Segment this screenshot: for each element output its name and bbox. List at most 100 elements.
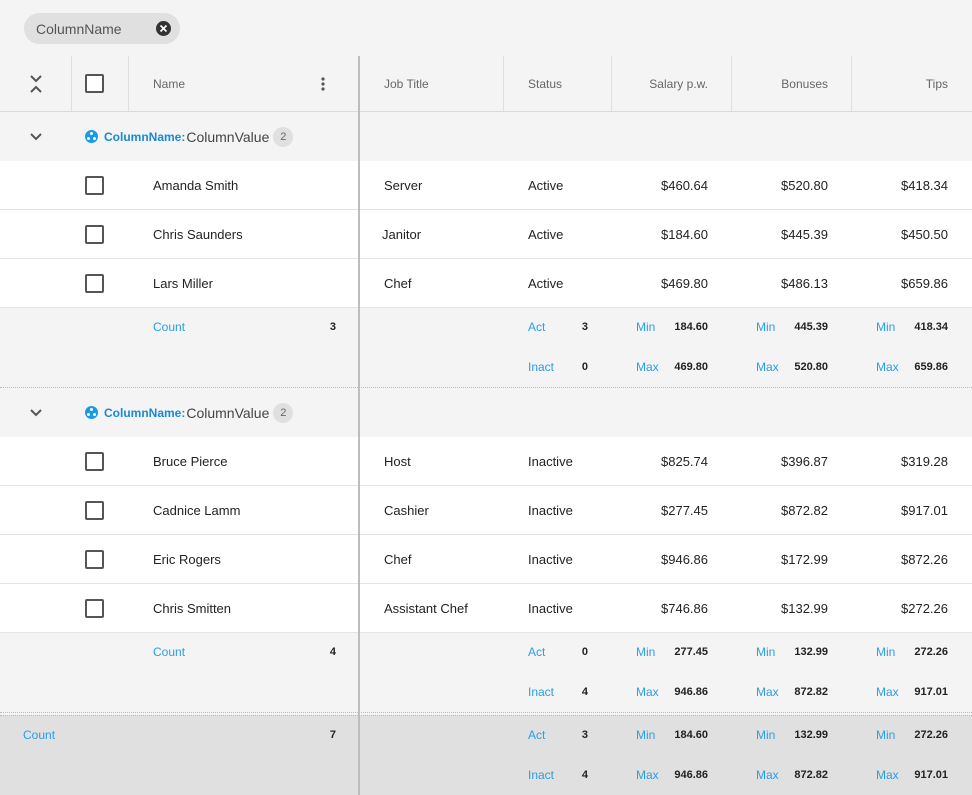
- cell-job-title: Host: [384, 453, 411, 469]
- summary-count-value: 4: [329, 646, 336, 658]
- summary-bonuses-max-label: Max: [756, 768, 779, 782]
- cell-job-title: Assistant Chef: [384, 600, 468, 616]
- chip-label: ColumnName: [36, 20, 122, 37]
- cell-salary: $469.80: [661, 275, 708, 291]
- summary-tips-min: 272.26: [914, 646, 948, 658]
- pinned-column-divider[interactable]: [358, 56, 360, 795]
- header-bonuses[interactable]: Bonuses: [781, 76, 828, 91]
- select-all-checkbox[interactable]: [85, 56, 104, 111]
- summary-bonuses-max: 872.82: [794, 769, 828, 781]
- summary-salary-max-label: Max: [636, 360, 659, 374]
- group-expand-icon[interactable]: [29, 112, 43, 161]
- summary-salary-min-label: Min: [636, 728, 656, 742]
- summary-salary-max-label: Max: [636, 768, 659, 782]
- cell-name: Cadnice Lamm: [153, 502, 241, 518]
- summary-tips-max: 917.01: [914, 686, 948, 698]
- header-salary[interactable]: Salary p.w.: [649, 76, 708, 91]
- group-by-chip[interactable]: ColumnName: [24, 13, 180, 44]
- cell-status: Inactive: [528, 453, 573, 469]
- row-checkbox[interactable]: [85, 161, 104, 209]
- table-row[interactable]: Eric Rogers Chef Inactive $946.86 $172.99 $87…: [0, 535, 972, 584]
- summary-act-label: Act: [528, 728, 546, 742]
- header-job-title[interactable]: Job Title: [384, 76, 429, 91]
- header-name[interactable]: Name: [153, 76, 186, 91]
- summary-inact-label: Inact: [528, 685, 555, 699]
- group-column-name: ColumnName:: [104, 129, 186, 144]
- cell-tips: $319.28: [901, 453, 948, 469]
- summary-salary-max: 469.80: [674, 361, 708, 373]
- group-row[interactable]: ColumnName: ColumnValue 2: [0, 112, 972, 161]
- group-expand-icon[interactable]: [29, 388, 43, 437]
- cell-bonuses: $520.80: [781, 177, 828, 193]
- group-column-value: ColumnValue: [186, 404, 270, 421]
- header-status[interactable]: Status: [528, 76, 563, 91]
- table-row[interactable]: Bruce Pierce Host Inactive $825.74 $396.87 $3…: [0, 437, 972, 486]
- summary-inact-value: 4: [581, 769, 588, 781]
- cell-bonuses: $872.82: [781, 502, 828, 518]
- cell-name: Eric Rogers: [153, 551, 221, 567]
- row-checkbox[interactable]: [85, 535, 104, 583]
- summary-count-label: Count: [153, 320, 186, 334]
- summary-tips-max-label: Max: [876, 685, 899, 699]
- summary-tips-max-label: Max: [876, 360, 899, 374]
- cell-salary: $946.86: [661, 551, 708, 567]
- summary-bonuses-min: 132.99: [794, 646, 828, 658]
- summary-tips-min-label: Min: [876, 728, 896, 742]
- row-checkbox[interactable]: [85, 486, 104, 534]
- summary-bonuses-min-label: Min: [756, 320, 776, 334]
- summary-count-value: 3: [329, 321, 336, 333]
- table-row[interactable]: Chris Smitten Assistant Chef Inactive $746.…: [0, 584, 972, 633]
- cell-job-title: Janitor: [382, 226, 422, 242]
- summary-count-label: Count: [153, 645, 186, 659]
- grid-header: Name Job Title Status Salary p.w. Bonuse…: [0, 56, 972, 112]
- summary-bonuses-min-label: Min: [756, 645, 776, 659]
- summary-bonuses-max: 520.80: [794, 361, 828, 373]
- group-label: ColumnName: ColumnValue 2: [85, 112, 294, 161]
- table-row[interactable]: Cadnice Lamm Cashier Inactive $277.45 $872.8…: [0, 486, 972, 535]
- group-column-name: ColumnName:: [104, 405, 186, 420]
- summary-bonuses-max: 872.82: [794, 686, 828, 698]
- summary-salary-min: 184.60: [674, 321, 708, 333]
- cell-name: Lars Miller: [153, 275, 213, 291]
- cell-name: Amanda Smith: [153, 177, 239, 193]
- table-row[interactable]: Amanda Smith Server Active $460.64 $520.80 $4…: [0, 161, 972, 210]
- row-checkbox[interactable]: [85, 584, 104, 632]
- summary-tips-min-label: Min: [876, 645, 896, 659]
- cell-salary: $746.86: [661, 600, 708, 616]
- collapse-all-icon[interactable]: [28, 56, 44, 111]
- summary-tips-min: 272.26: [914, 729, 948, 741]
- cell-status: Active: [528, 226, 564, 242]
- group-label: ColumnName: ColumnValue 2: [85, 388, 294, 437]
- row-checkbox[interactable]: [85, 437, 104, 485]
- cell-bonuses: $172.99: [781, 551, 828, 567]
- summary-bonuses-min-label: Min: [756, 728, 776, 742]
- cell-job-title: Server: [384, 177, 423, 193]
- header-tips[interactable]: Tips: [925, 76, 948, 91]
- cell-salary: $460.64: [661, 177, 708, 193]
- table-row[interactable]: Lars Miller Chef Active $469.80 $486.13 $659.…: [0, 259, 972, 308]
- cell-bonuses: $486.13: [781, 275, 828, 291]
- chip-remove-icon[interactable]: [156, 21, 171, 36]
- group-column-value: ColumnValue: [186, 128, 270, 145]
- row-checkbox[interactable]: [85, 259, 104, 307]
- table-row[interactable]: Chris Saunders Janitor Active $184.60 $445.3…: [0, 210, 972, 259]
- cell-salary: $184.60: [661, 226, 708, 242]
- cell-tips: $659.86: [901, 275, 948, 291]
- summary-tips-max: 917.01: [914, 769, 948, 781]
- group-row[interactable]: ColumnName: ColumnValue 2: [0, 388, 972, 437]
- row-checkbox[interactable]: [85, 210, 104, 258]
- summary-salary-min: 184.60: [674, 729, 708, 741]
- summary-act-value: 3: [581, 321, 588, 333]
- summary-act-label: Act: [528, 645, 546, 659]
- cell-job-title: Chef: [384, 275, 412, 291]
- summary-salary-max: 946.86: [674, 686, 708, 698]
- cell-tips: $450.50: [901, 226, 948, 242]
- cell-bonuses: $132.99: [781, 600, 828, 616]
- summary-salary-min: 277.45: [674, 646, 708, 658]
- summary-act-label: Act: [528, 320, 546, 334]
- column-menu-icon[interactable]: [320, 56, 326, 111]
- summary-count-value: 7: [329, 729, 336, 741]
- summary-salary-min-label: Min: [636, 645, 656, 659]
- summary-tips-min: 418.34: [914, 321, 948, 333]
- group-count-badge: 2: [273, 402, 294, 423]
